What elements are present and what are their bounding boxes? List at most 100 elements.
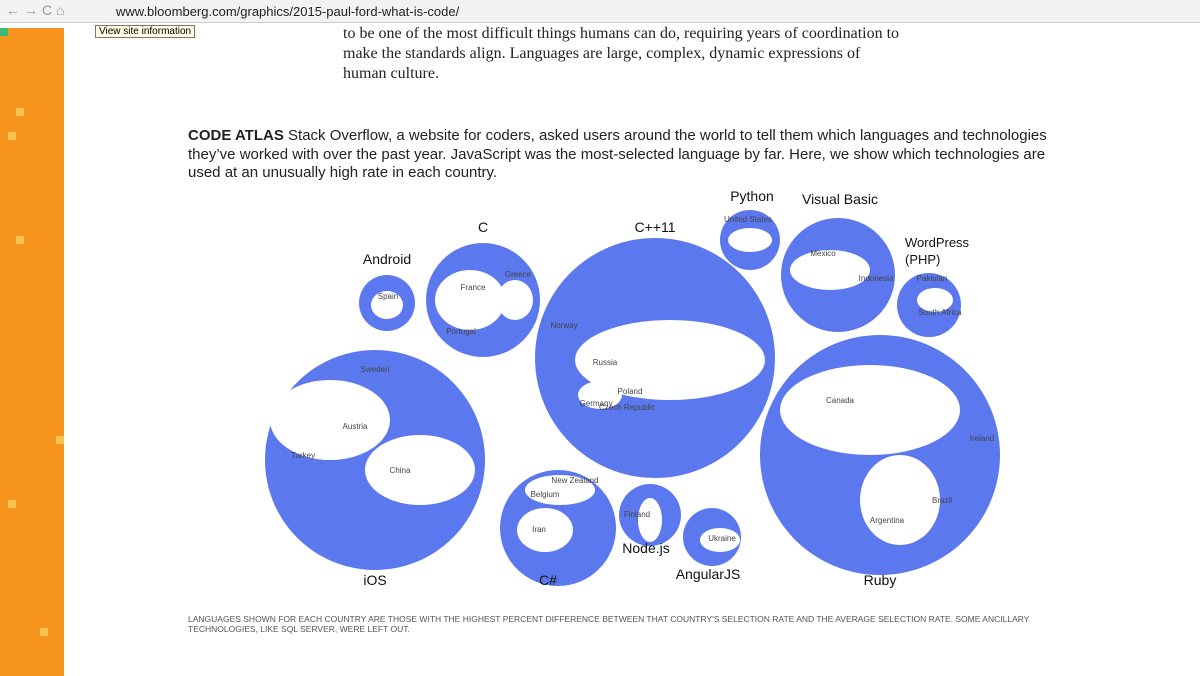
mosaic-cell bbox=[48, 108, 56, 116]
mosaic-cell bbox=[8, 356, 16, 364]
mosaic-cell bbox=[56, 84, 64, 92]
mosaic-cell bbox=[56, 276, 64, 284]
mosaic-cell bbox=[56, 156, 64, 164]
mosaic-cell bbox=[24, 556, 32, 564]
mosaic-cell bbox=[32, 316, 40, 324]
mosaic-cell bbox=[8, 284, 16, 292]
mosaic-cell bbox=[40, 84, 48, 92]
mosaic-cell bbox=[56, 516, 64, 524]
mosaic-cell bbox=[48, 636, 56, 644]
mosaic-cell bbox=[16, 388, 24, 396]
country-label: Spain bbox=[378, 292, 398, 301]
mosaic-cell bbox=[24, 116, 32, 124]
mosaic-cell bbox=[40, 412, 48, 420]
mosaic-cell bbox=[8, 76, 16, 84]
mosaic-cell bbox=[0, 452, 8, 460]
mosaic-cell bbox=[32, 68, 40, 76]
mosaic-cell bbox=[24, 324, 32, 332]
mosaic-cell bbox=[16, 180, 24, 188]
mosaic-cell bbox=[32, 540, 40, 548]
nav-buttons[interactable]: ←→C⌂ bbox=[6, 2, 69, 18]
mosaic-cell bbox=[0, 364, 8, 372]
mosaic-cell bbox=[24, 644, 32, 652]
mosaic-cell bbox=[8, 68, 16, 76]
mosaic-cell bbox=[0, 260, 8, 268]
mosaic-cell bbox=[0, 476, 8, 484]
mosaic-cell bbox=[24, 388, 32, 396]
mosaic-cell bbox=[16, 92, 24, 100]
country-label: South Africa bbox=[918, 308, 962, 317]
mosaic-cell bbox=[16, 156, 24, 164]
mosaic-cell bbox=[16, 428, 24, 436]
language-label: iOS bbox=[363, 572, 386, 588]
land bbox=[365, 435, 475, 505]
mosaic-cell bbox=[32, 460, 40, 468]
country-label: Indonesia bbox=[859, 274, 894, 283]
mosaic-cell bbox=[48, 220, 56, 228]
mosaic-cell bbox=[8, 180, 16, 188]
mosaic-cell bbox=[16, 100, 24, 108]
mosaic-cell bbox=[8, 580, 16, 588]
mosaic-cell bbox=[0, 284, 8, 292]
mosaic-cell bbox=[40, 428, 48, 436]
mosaic-cell bbox=[16, 116, 24, 124]
mosaic-cell bbox=[56, 76, 64, 84]
mosaic-cell bbox=[24, 404, 32, 412]
mosaic-cell bbox=[48, 28, 56, 36]
mosaic-cell bbox=[48, 140, 56, 148]
mosaic-cell bbox=[24, 396, 32, 404]
mosaic-cell bbox=[24, 348, 32, 356]
mosaic-cell bbox=[40, 636, 48, 644]
mosaic-cell bbox=[16, 188, 24, 196]
mosaic-cell bbox=[0, 612, 8, 620]
mosaic-cell bbox=[48, 260, 56, 268]
mosaic-cell bbox=[0, 404, 8, 412]
mosaic-cell bbox=[8, 204, 16, 212]
mosaic-cell bbox=[32, 652, 40, 660]
mosaic-cell bbox=[56, 524, 64, 532]
mosaic-cell bbox=[48, 172, 56, 180]
mosaic-cell bbox=[0, 588, 8, 596]
mosaic-cell bbox=[8, 140, 16, 148]
mosaic-cell bbox=[32, 380, 40, 388]
mosaic-cell bbox=[48, 572, 56, 580]
mosaic-cell bbox=[40, 356, 48, 364]
mosaic-cell bbox=[16, 164, 24, 172]
mosaic-cell bbox=[56, 332, 64, 340]
mosaic-cell bbox=[32, 252, 40, 260]
mosaic-cell bbox=[32, 468, 40, 476]
mosaic-cell bbox=[48, 644, 56, 652]
country-label: Canada bbox=[826, 396, 855, 405]
country-label: Ireland bbox=[970, 434, 994, 443]
mosaic-cell bbox=[16, 540, 24, 548]
mosaic-cell bbox=[48, 84, 56, 92]
mosaic-cell bbox=[8, 572, 16, 580]
mosaic-cell bbox=[24, 620, 32, 628]
mosaic-cell bbox=[56, 428, 64, 436]
mosaic-cell bbox=[8, 452, 16, 460]
mosaic-cell bbox=[48, 556, 56, 564]
mosaic-cell bbox=[32, 628, 40, 636]
mosaic-cell bbox=[40, 308, 48, 316]
mosaic-cell bbox=[48, 276, 56, 284]
mosaic-cell bbox=[8, 492, 16, 500]
mosaic-cell bbox=[8, 220, 16, 228]
mosaic-cell bbox=[24, 372, 32, 380]
mosaic-cell bbox=[32, 92, 40, 100]
mosaic-cell bbox=[56, 668, 64, 676]
mosaic-cell bbox=[0, 108, 8, 116]
mosaic-cell bbox=[40, 484, 48, 492]
mosaic-cell bbox=[0, 316, 8, 324]
mosaic-cell bbox=[24, 508, 32, 516]
mosaic-cell bbox=[0, 276, 8, 284]
mosaic-cell bbox=[8, 620, 16, 628]
mosaic-cell bbox=[48, 604, 56, 612]
mosaic-cell bbox=[16, 268, 24, 276]
mosaic-cell bbox=[8, 292, 16, 300]
mosaic-cell bbox=[32, 508, 40, 516]
mosaic-cell bbox=[56, 372, 64, 380]
mosaic-cell bbox=[32, 180, 40, 188]
mosaic-cell bbox=[8, 236, 16, 244]
url[interactable]: www.bloomberg.com/graphics/2015-paul-for… bbox=[116, 4, 460, 19]
